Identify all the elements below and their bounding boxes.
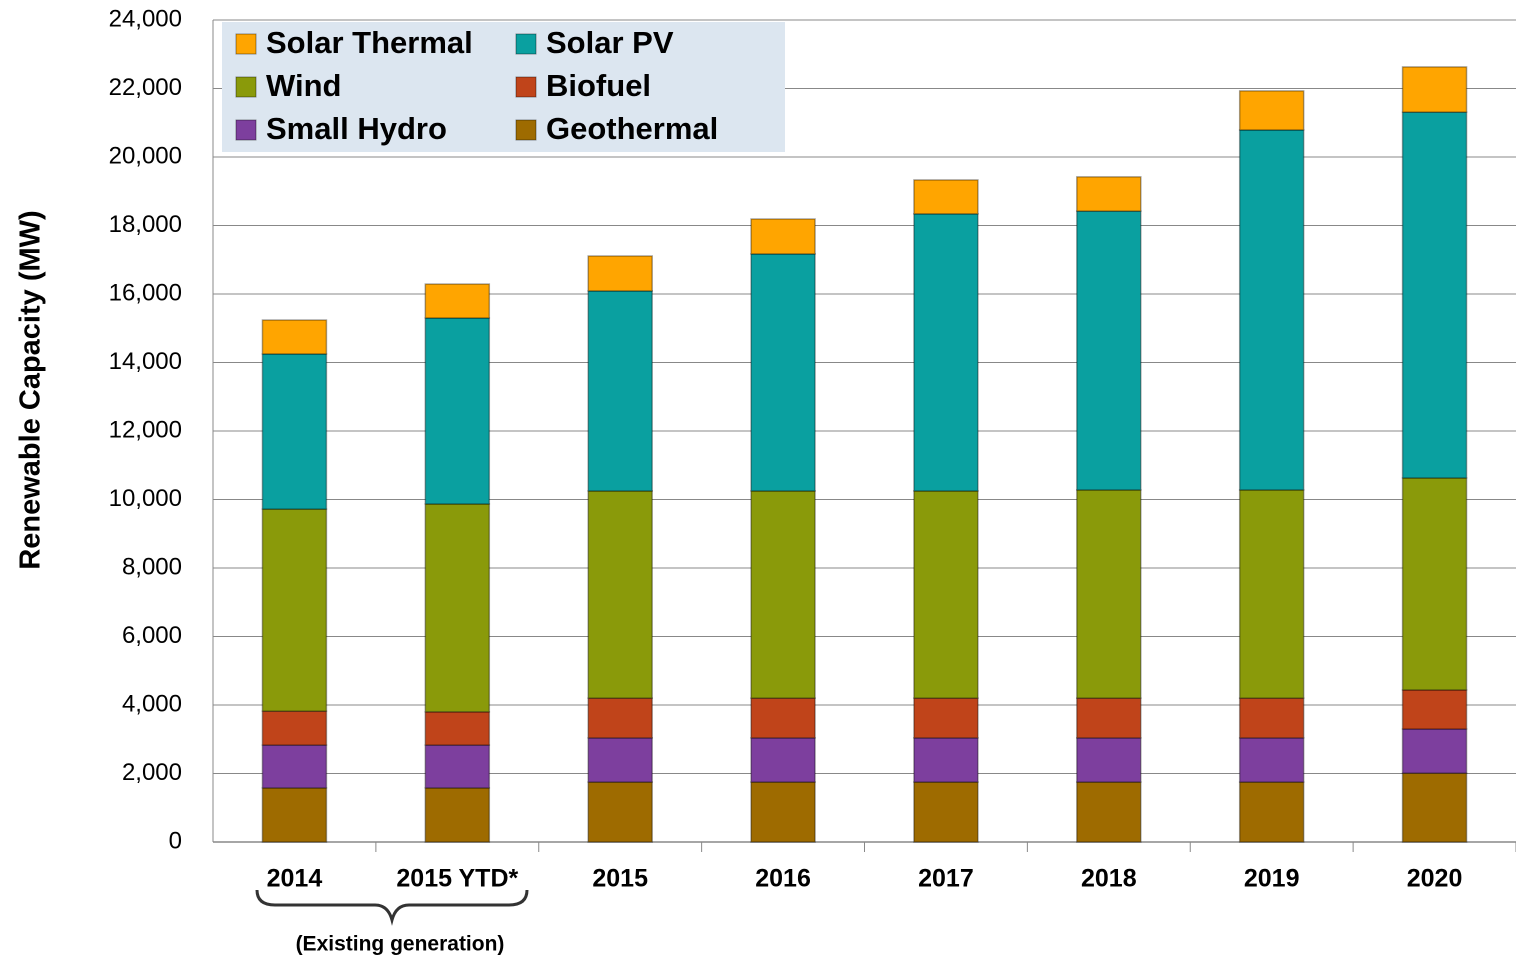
bar-segment (913, 490, 979, 699)
bar-segment (1076, 737, 1142, 783)
bar-segment (750, 781, 816, 843)
x-tick-label: 2017 (918, 865, 974, 893)
bar-segment (1076, 781, 1142, 843)
bar-segment (587, 737, 653, 783)
legend-swatch (235, 119, 257, 141)
bar-segment (1401, 728, 1468, 774)
bar-segment (261, 744, 328, 789)
legend-box (222, 22, 785, 152)
x-tick-label: 2018 (1081, 865, 1137, 893)
y-tick-label: 2,000 (122, 759, 182, 786)
bar-segment (1238, 129, 1305, 491)
legend-label: Wind (266, 68, 341, 103)
x-tick-label: 2015 (592, 865, 648, 893)
bar-segment (750, 218, 816, 255)
legend-label: Solar PV (546, 25, 674, 60)
annotation: (Existing generation) (296, 933, 505, 956)
y-tick-label: 14,000 (109, 348, 182, 375)
bar-segment (1401, 111, 1468, 479)
y-tick-label: 8,000 (122, 553, 182, 580)
bar-segment (1076, 210, 1142, 491)
y-axis-label: Renewable Capacity (MW) (15, 210, 47, 569)
bar-segment (913, 179, 979, 215)
y-tick-label: 12,000 (109, 416, 182, 443)
bar-segment (587, 290, 653, 492)
bar-segment (1401, 477, 1468, 691)
x-tick-label: 2015 YTD* (396, 865, 518, 893)
y-tick-label: 18,000 (109, 211, 182, 238)
bar-segment (261, 710, 328, 746)
x-tick-label: 2016 (755, 865, 811, 893)
bar-segment (261, 508, 328, 712)
bar-segment (1401, 772, 1468, 843)
bar-segment (750, 253, 816, 492)
y-tick-label: 10,000 (109, 485, 182, 512)
bar-segment (424, 744, 491, 789)
bar-segment (424, 283, 491, 319)
y-tick-label: 22,000 (109, 74, 182, 101)
bar-segment (1238, 90, 1305, 131)
bar-segment (587, 255, 653, 292)
bar-segment (587, 697, 653, 739)
bar-segment (913, 781, 979, 843)
bar-segment (750, 697, 816, 739)
legend-label: Biofuel (546, 68, 651, 103)
legend-swatch (235, 76, 257, 98)
bar-segment (913, 697, 979, 739)
bar-segment (261, 319, 328, 355)
brace (255, 889, 529, 926)
bar-segment (1238, 781, 1305, 843)
y-tick-label: 6,000 (122, 622, 182, 649)
bar-segment (750, 737, 816, 783)
bar-segment (1076, 489, 1142, 699)
y-tick-label: 24,000 (109, 5, 182, 32)
bar-segment (1401, 66, 1468, 113)
y-tick-label: 20,000 (109, 142, 182, 169)
bar-segment (424, 503, 491, 713)
bar-segment (1238, 737, 1305, 783)
legend-label: Geothermal (546, 111, 718, 146)
y-tick-label: 4,000 (122, 690, 182, 717)
bar-segment (1238, 489, 1305, 699)
bar-segment (261, 787, 328, 843)
bar-segment (913, 737, 979, 783)
bar-segment (587, 490, 653, 699)
bar-segment (1238, 697, 1305, 739)
bar-segment (1401, 689, 1468, 730)
bar-segment (1076, 697, 1142, 739)
bar-segment (913, 213, 979, 492)
legend-swatch (235, 33, 257, 55)
y-tick-label: 16,000 (109, 279, 182, 306)
legend-label: Small Hydro (266, 111, 447, 146)
bar-segment (1076, 176, 1142, 212)
y-tick-label: 0 (169, 827, 182, 854)
x-tick-label: 2019 (1244, 865, 1300, 893)
x-tick-label: 2020 (1407, 865, 1463, 893)
bar-segment (750, 490, 816, 699)
legend-swatch (515, 33, 537, 55)
bar-segment (424, 317, 491, 505)
legend-label: Solar Thermal (266, 25, 473, 60)
legend-swatch (515, 119, 537, 141)
legend-swatch (515, 76, 537, 98)
x-tick-label: 2014 (267, 865, 323, 893)
bar-segment (424, 787, 491, 843)
bar-segment (424, 711, 491, 746)
bar-segment (587, 781, 653, 843)
bar-segment (261, 353, 328, 510)
